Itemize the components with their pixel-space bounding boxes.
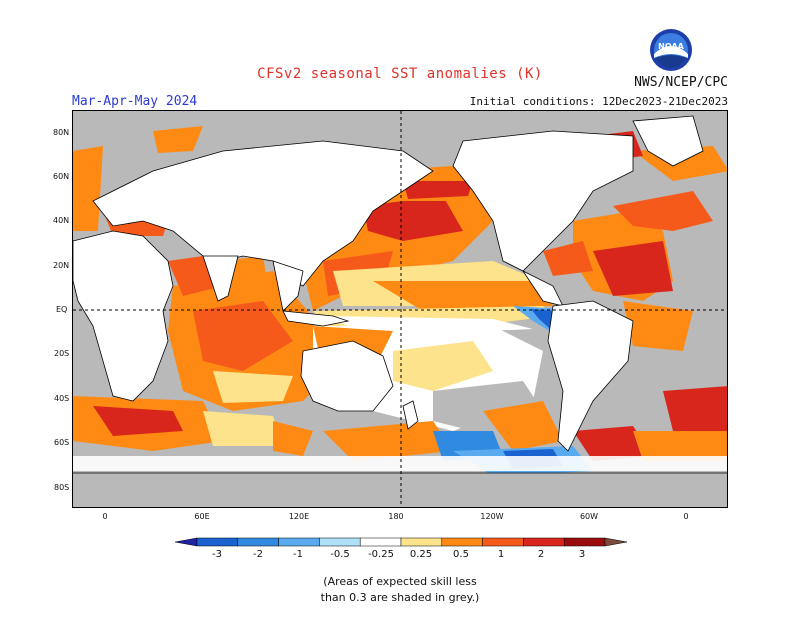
legend-tick-label: 3	[578, 549, 586, 560]
legend-tick-label: 0.25	[409, 549, 433, 560]
australia-landmass	[300, 340, 394, 412]
indochina-landmass	[272, 260, 304, 312]
map-canvas	[73, 111, 727, 507]
map-title: CFSv2 seasonal SST anomalies (K)	[257, 66, 543, 82]
lat-label: 60N	[53, 172, 70, 181]
greenland-landmass	[632, 115, 704, 167]
legend-swatch	[563, 537, 606, 547]
india-landmass	[202, 255, 239, 302]
legend-arrow-high	[604, 537, 627, 547]
legend-swatch	[196, 537, 239, 547]
legend-swatch	[319, 537, 361, 547]
legend-tick-label: -0.25	[368, 549, 394, 560]
lat-label: 20N	[53, 261, 70, 270]
legend-swatch	[237, 537, 279, 547]
antarctica-region	[73, 473, 727, 507]
lat-label: 80N	[53, 128, 70, 137]
lon-label: 180	[388, 512, 404, 521]
legend-swatch	[441, 537, 483, 547]
legend-swatch	[400, 537, 443, 547]
legend-tick-label: 0.5	[453, 549, 469, 560]
legend-tick-label: -3	[212, 549, 222, 560]
lon-label: 60E	[194, 512, 210, 521]
lon-label: 120W	[480, 512, 504, 521]
sst-anomaly-map	[72, 110, 728, 508]
legend-arrow-low	[175, 537, 198, 547]
lon-label: 60W	[579, 512, 599, 521]
lon-label: 0	[683, 512, 689, 521]
legend-swatch	[278, 537, 320, 547]
lat-label: 20S	[54, 349, 70, 358]
lat-label: 40S	[54, 394, 70, 403]
lon-label: 0	[102, 512, 108, 521]
south-america-landmass	[547, 300, 634, 452]
legend-tick-label: -1	[293, 549, 303, 560]
indonesia-landmass	[282, 310, 350, 327]
africa-landmass	[73, 230, 174, 402]
legend-tick-label: 1	[497, 549, 505, 560]
lon-label: 120E	[288, 512, 310, 521]
lat-label: 40N	[53, 216, 70, 225]
agency-label: NWS/NCEP/CPC	[634, 75, 728, 90]
legend-tick-label: 2	[537, 549, 545, 560]
legend-tick-label: -2	[253, 549, 263, 560]
lat-label: EQ	[56, 305, 68, 314]
logo-text: NOAA	[658, 42, 684, 51]
noaa-logo-icon: NOAA	[650, 29, 692, 71]
lat-label: 80S	[54, 483, 70, 492]
continents	[73, 115, 727, 507]
skill-note-line1: (Areas of expected skill less	[323, 575, 477, 588]
newzealand-landmass	[402, 400, 419, 430]
eurasia-landmass	[92, 140, 434, 287]
legend-tick-label: -0.5	[330, 549, 350, 560]
legend-swatch	[482, 537, 524, 547]
legend-swatch	[523, 537, 565, 547]
skill-note-line2: than 0.3 are shaded in grey.)	[320, 591, 480, 604]
season-label: Mar-Apr-May 2024	[72, 94, 198, 109]
legend-swatch	[359, 537, 402, 547]
color-legend-bar	[175, 537, 627, 547]
initial-conditions-label: Initial conditions: 12Dec2023-21Dec2023	[469, 95, 728, 108]
lat-label: 60S	[54, 438, 70, 447]
north-america-landmass	[452, 130, 634, 272]
